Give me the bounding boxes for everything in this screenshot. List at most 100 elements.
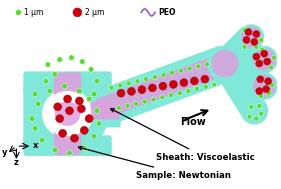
Circle shape — [65, 107, 73, 115]
Circle shape — [56, 115, 64, 122]
Circle shape — [80, 126, 88, 134]
Circle shape — [265, 78, 271, 85]
Ellipse shape — [26, 74, 109, 153]
Circle shape — [196, 64, 201, 69]
Circle shape — [85, 115, 93, 122]
Text: PEO: PEO — [158, 8, 176, 17]
Circle shape — [271, 55, 277, 60]
Ellipse shape — [241, 97, 268, 125]
Circle shape — [148, 84, 156, 92]
Circle shape — [259, 111, 264, 116]
Circle shape — [109, 85, 114, 90]
FancyBboxPatch shape — [23, 135, 112, 156]
Circle shape — [212, 82, 217, 87]
Circle shape — [242, 44, 247, 49]
Circle shape — [35, 101, 41, 107]
Circle shape — [64, 95, 71, 103]
Circle shape — [243, 36, 250, 43]
Circle shape — [178, 68, 183, 73]
Circle shape — [91, 91, 97, 97]
Circle shape — [151, 97, 156, 102]
Text: Sample: Newtonian: Sample: Newtonian — [78, 146, 231, 180]
Circle shape — [269, 83, 275, 88]
Circle shape — [186, 88, 191, 93]
Circle shape — [117, 89, 125, 97]
FancyBboxPatch shape — [96, 53, 230, 119]
FancyBboxPatch shape — [23, 86, 45, 141]
Circle shape — [245, 29, 252, 36]
Circle shape — [87, 96, 92, 102]
Circle shape — [263, 86, 269, 93]
Circle shape — [54, 103, 62, 111]
Circle shape — [152, 75, 157, 80]
Circle shape — [89, 67, 94, 72]
Circle shape — [253, 31, 260, 37]
Circle shape — [256, 60, 263, 67]
Circle shape — [269, 65, 273, 70]
Circle shape — [142, 99, 147, 104]
Circle shape — [170, 70, 175, 75]
Circle shape — [47, 88, 53, 94]
Circle shape — [254, 44, 259, 49]
Ellipse shape — [207, 46, 243, 81]
Circle shape — [203, 84, 208, 89]
Circle shape — [81, 145, 87, 151]
Circle shape — [62, 83, 67, 89]
Circle shape — [39, 137, 45, 143]
Circle shape — [187, 66, 192, 71]
Circle shape — [169, 93, 173, 98]
Circle shape — [91, 134, 97, 139]
FancyBboxPatch shape — [54, 72, 81, 155]
Circle shape — [247, 114, 252, 119]
Circle shape — [205, 62, 209, 67]
Circle shape — [159, 82, 167, 90]
Circle shape — [96, 121, 102, 126]
Text: y: y — [2, 148, 7, 157]
Ellipse shape — [239, 24, 264, 50]
Circle shape — [128, 88, 135, 95]
FancyBboxPatch shape — [89, 98, 121, 127]
Circle shape — [94, 78, 100, 84]
FancyBboxPatch shape — [92, 46, 233, 127]
Circle shape — [169, 81, 177, 88]
Circle shape — [32, 126, 38, 131]
Text: Sheath: Viscoelastic: Sheath: Viscoelastic — [111, 109, 255, 162]
Circle shape — [259, 37, 264, 42]
Circle shape — [253, 53, 260, 60]
Circle shape — [135, 79, 140, 84]
Circle shape — [260, 47, 265, 52]
Text: 1 μm: 1 μm — [24, 8, 44, 17]
Text: z: z — [13, 158, 18, 167]
Circle shape — [256, 88, 263, 94]
Circle shape — [180, 79, 188, 87]
Circle shape — [201, 75, 209, 83]
Circle shape — [161, 72, 166, 77]
Ellipse shape — [211, 50, 239, 77]
Circle shape — [125, 103, 130, 108]
Ellipse shape — [253, 75, 275, 98]
Circle shape — [261, 50, 268, 57]
Circle shape — [52, 72, 58, 77]
Circle shape — [57, 57, 62, 62]
Circle shape — [259, 94, 264, 98]
Circle shape — [160, 95, 165, 100]
Circle shape — [30, 116, 35, 121]
Circle shape — [67, 150, 72, 156]
Circle shape — [144, 77, 149, 82]
Ellipse shape — [44, 91, 91, 136]
Ellipse shape — [55, 101, 80, 126]
Circle shape — [257, 103, 262, 108]
Circle shape — [194, 86, 200, 91]
Circle shape — [138, 86, 146, 94]
Circle shape — [126, 81, 131, 86]
Circle shape — [94, 108, 100, 113]
Circle shape — [59, 129, 67, 137]
Circle shape — [118, 83, 123, 88]
Circle shape — [43, 78, 49, 84]
Ellipse shape — [42, 89, 93, 138]
Circle shape — [134, 101, 139, 106]
Circle shape — [191, 77, 198, 85]
FancyBboxPatch shape — [90, 102, 120, 120]
Circle shape — [80, 59, 85, 64]
Text: Flow: Flow — [181, 118, 206, 127]
